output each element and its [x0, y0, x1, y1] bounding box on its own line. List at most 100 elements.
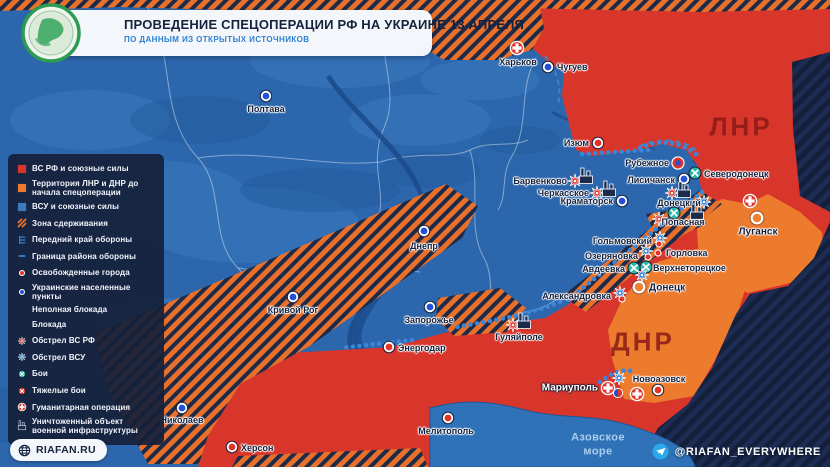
burst-blue-icon	[692, 190, 716, 214]
city-label-poltava: Полтава	[247, 104, 285, 114]
legend-item-12: Бои	[15, 367, 158, 381]
legend-item-label: Неполная блокада	[32, 305, 108, 315]
legend-item-8: Неполная блокада	[15, 304, 158, 317]
red-dot-icon	[636, 245, 660, 269]
city-label-kharkov: Харьков	[499, 57, 537, 67]
city-label-lugansk: Луганск	[738, 226, 778, 238]
frontline-icon	[15, 233, 32, 247]
sq-blue-icon	[15, 200, 32, 214]
city-blue-icon	[281, 285, 305, 309]
city-blue-icon	[412, 219, 436, 243]
city-label-avdeevka: Авдеевка	[582, 264, 625, 274]
humanitarian-icon	[596, 376, 620, 400]
telegram-icon	[652, 443, 669, 460]
red-dot-icon	[647, 232, 671, 256]
burst-blue-icon	[15, 350, 32, 364]
azov-sea-label: Азовское море	[571, 431, 625, 458]
city-red-icon	[15, 266, 32, 280]
city-blue-icon	[610, 189, 634, 213]
footer-site-label: RIAFAN.RU	[36, 444, 96, 456]
legend-item-label: Освобожденные города	[32, 268, 130, 278]
legend-item-13: Тяжелые бои	[15, 384, 158, 398]
sq-red-icon	[15, 162, 32, 176]
factory-icon	[685, 201, 709, 225]
legend-item-label: Блокада	[32, 320, 67, 330]
legend-item-label: Обстрел ВСУ	[32, 352, 86, 362]
city-label-gorlovka: Горловка	[666, 248, 708, 258]
city-blue-icon	[536, 55, 560, 79]
legend-item-label: Территория ЛНР и ДНР до начала спецопера…	[32, 178, 139, 197]
city-label-krivoy-rog: Кривой Рог	[267, 305, 319, 315]
legend-item-label: Гуманитарная операция	[32, 402, 131, 412]
factory-icon	[597, 178, 621, 202]
globe-icon	[18, 444, 31, 456]
city-label-severodonetsk: Северодонецк	[704, 169, 769, 179]
burst-blue-icon	[630, 263, 654, 287]
region-label-lnr: ЛНР	[709, 111, 773, 142]
humanitarian-icon	[15, 400, 32, 414]
legend-item-label: ВС РФ и союзные силы	[32, 164, 129, 174]
city-red-icon	[646, 378, 670, 402]
city-label-donetskiy: Донецкий	[657, 198, 701, 208]
fight-icon	[683, 161, 707, 185]
split-icon	[666, 151, 690, 175]
legend-item-label: ВСУ и союзные силы	[32, 201, 120, 211]
factory-icon	[672, 179, 696, 203]
legend-panel: ВС РФ и союзные силы Территория ЛНР и ДН…	[8, 154, 164, 445]
city-label-kherson: Херсон	[241, 443, 274, 453]
fight-icon	[15, 367, 32, 381]
legend-item-2: ВСУ и союзные силы	[15, 200, 158, 214]
city-label-lisichansk: Лисичанск	[627, 175, 675, 185]
factory-icon	[574, 165, 598, 189]
legend-item-14: Гуманитарная операция	[15, 400, 158, 414]
burst-red-icon	[660, 181, 684, 205]
footer-site-link[interactable]: RIAFAN.RU	[10, 439, 107, 461]
burst-blue-icon	[607, 366, 631, 390]
legend-item-1: Территория ЛНР и ДНР до начала спецопера…	[15, 179, 158, 197]
city-blue-icon	[254, 84, 278, 108]
legend-item-9: Блокада	[15, 319, 158, 332]
legend-item-label: Передний край обороны	[32, 235, 133, 245]
fight-icon	[662, 201, 686, 225]
legend-item-7: Украинские населенные пункты	[15, 283, 158, 301]
split-sm-icon	[606, 381, 630, 405]
burst-red-icon	[585, 181, 609, 205]
city-label-izyum: Изюм	[563, 138, 589, 148]
city-label-donetsk: Донецк	[649, 282, 686, 294]
legend-item-11: Обстрел ВСУ	[15, 350, 158, 364]
city-label-mariupol: Мариуполь	[541, 382, 598, 394]
legend-item-15: Уничтоженный объект военной инфраструкту…	[15, 417, 158, 435]
city-label-verkhnetoretskoe: Верхнеторецкое	[653, 263, 726, 273]
dash-icon	[15, 249, 32, 263]
legend-item-label: Обстрел ВС РФ	[32, 336, 95, 346]
city-label-novoazovsk: Новоазовск	[632, 374, 686, 384]
legend-item-3: Зона сдерживания	[15, 216, 158, 230]
fight-icon	[634, 255, 658, 279]
sq-hatch-icon	[15, 216, 32, 230]
city-blue-icon	[15, 285, 32, 299]
city-label-energodar: Энергодар	[398, 343, 446, 353]
city-label-popasnaya: Попасная	[661, 217, 705, 227]
city-label-golmovskiy: Гольмовский	[592, 236, 652, 246]
legend-item-0: ВС РФ и союзные силы	[15, 162, 158, 176]
burst-red-icon	[15, 334, 32, 348]
legend-item-label: Уничтоженный объект военной инфраструкту…	[32, 416, 138, 436]
city-label-dnepr: Днепр	[410, 241, 438, 251]
footer-telegram-link[interactable]: @RIAFAN_EVERYWHERE	[652, 443, 821, 460]
legend-item-6: Освобожденные города	[15, 266, 158, 280]
footer-telegram-label: @RIAFAN_EVERYWHERE	[674, 445, 821, 458]
humanitarian-icon	[625, 382, 649, 406]
city-label-rubezhnoe: Рубежное	[625, 158, 669, 168]
city-label-kramatorsk: Краматорск	[560, 196, 613, 206]
humanitarian-icon	[738, 189, 762, 213]
red-dot-icon	[610, 287, 634, 311]
city-blue-icon	[170, 396, 194, 420]
region-label-dnr: ДНР	[611, 326, 675, 357]
factory-icon	[15, 419, 32, 433]
legend-item-label: Украинские населенные пункты	[32, 282, 131, 301]
city-label-nikolaev: Николаев	[160, 415, 204, 425]
legend-item-10: Обстрел ВС РФ	[15, 334, 158, 348]
city-red-icon	[436, 406, 460, 430]
